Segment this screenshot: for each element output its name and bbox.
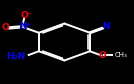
Text: H₂N: H₂N <box>6 52 25 61</box>
Text: CH₃: CH₃ <box>114 52 127 58</box>
Text: N: N <box>102 22 110 31</box>
Text: O: O <box>20 11 28 20</box>
Text: N: N <box>19 22 26 31</box>
Text: +: + <box>25 22 30 27</box>
Text: O: O <box>98 51 106 60</box>
Text: O: O <box>1 23 9 32</box>
Text: -: - <box>28 11 31 17</box>
